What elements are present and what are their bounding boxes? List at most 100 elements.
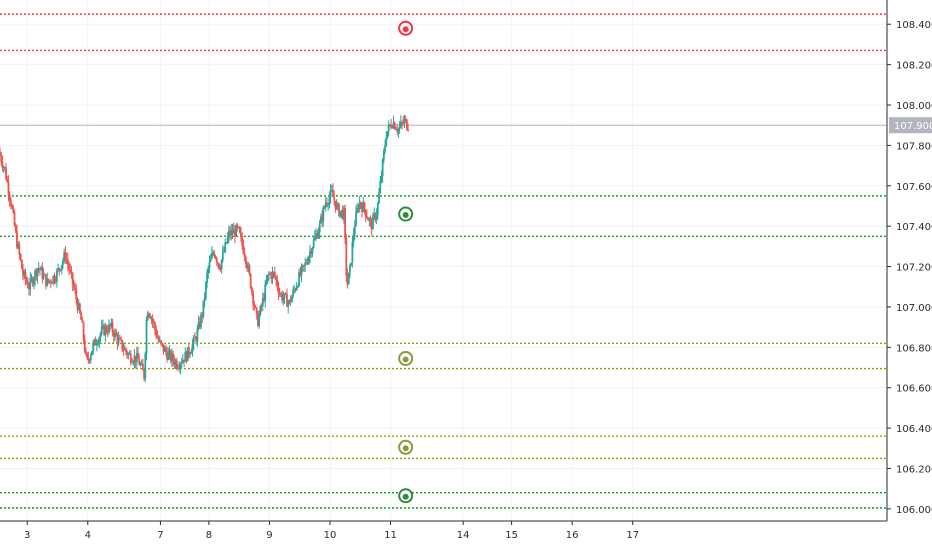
candle-body xyxy=(126,351,129,356)
candle-body xyxy=(340,210,343,212)
candle-body xyxy=(328,197,331,205)
candle-body xyxy=(306,262,309,264)
candle-body xyxy=(295,286,298,290)
candle-body xyxy=(350,262,353,266)
candle-body xyxy=(219,268,222,270)
candle-body xyxy=(16,230,18,248)
candle-body xyxy=(272,272,275,274)
candle-body xyxy=(82,322,85,340)
y-tick-label-6: 107.200 xyxy=(896,263,932,274)
level-marker-dot-2 xyxy=(402,356,409,363)
candle-body xyxy=(29,278,32,290)
candle-body xyxy=(366,216,368,218)
candle-body xyxy=(60,264,63,271)
candle-body xyxy=(98,337,101,344)
candle-body xyxy=(347,272,350,285)
candle-body xyxy=(300,266,303,276)
candle-body xyxy=(376,203,379,215)
candle-body xyxy=(246,263,248,269)
candle-body xyxy=(3,167,6,169)
candle-body xyxy=(45,274,47,286)
candle-body xyxy=(264,284,267,301)
candle-body xyxy=(173,360,176,365)
candle-body xyxy=(152,321,155,324)
candle-body xyxy=(57,267,60,271)
candle-body xyxy=(330,190,333,192)
candle-body xyxy=(162,344,165,352)
candle-body xyxy=(204,282,207,299)
candle-body xyxy=(109,324,112,327)
candle-body xyxy=(395,129,397,131)
candle-body xyxy=(75,290,78,300)
candle-body xyxy=(286,293,288,307)
y-tick-label-7: 107.000 xyxy=(896,303,932,314)
candle-body xyxy=(290,296,293,303)
candle-body xyxy=(25,279,28,283)
candle-body xyxy=(140,363,143,365)
candle-body xyxy=(303,265,305,267)
candle-body xyxy=(128,353,131,355)
candle-body xyxy=(218,263,221,269)
candle-body xyxy=(164,347,167,353)
candle-body xyxy=(202,300,205,317)
candle-body xyxy=(284,293,287,295)
candle-body xyxy=(248,265,251,274)
candle-body xyxy=(364,209,367,217)
candle-body xyxy=(172,353,175,361)
candle-body xyxy=(293,289,296,291)
candle-body xyxy=(77,303,80,310)
candle-body xyxy=(250,288,253,292)
y-tick-label-4: 107.600 xyxy=(896,182,932,193)
candle-body xyxy=(305,262,308,264)
candle-body xyxy=(335,203,338,209)
candle-body xyxy=(52,275,55,283)
x-tick-label-6: 11 xyxy=(384,530,397,541)
candle-body xyxy=(194,337,196,339)
candle-body xyxy=(175,360,178,368)
price-axis[interactable]: 108.400 108.200 108.000 107.800 107.600 107.4… xyxy=(887,20,932,516)
candle-body xyxy=(43,274,46,276)
candle-body xyxy=(358,202,361,210)
candle-body xyxy=(104,326,107,336)
candle-body xyxy=(374,213,377,220)
candle-body xyxy=(106,331,109,333)
candle-body xyxy=(353,226,356,235)
candle-body xyxy=(171,353,173,361)
candle-body xyxy=(7,181,10,195)
candle-body xyxy=(249,273,252,289)
candle-body xyxy=(319,216,322,224)
candle-body xyxy=(85,351,87,354)
candle-body xyxy=(349,265,351,273)
candle-body xyxy=(280,293,282,295)
candle-body xyxy=(197,321,200,330)
candle-body xyxy=(174,360,177,365)
candle-body xyxy=(231,230,234,234)
candle-body xyxy=(167,352,170,360)
candle-body xyxy=(217,262,219,264)
candle-body xyxy=(312,239,315,248)
candle-body xyxy=(289,299,292,303)
candle-body xyxy=(105,326,108,332)
candle-body xyxy=(282,297,285,301)
candle-body xyxy=(375,214,378,220)
candle-body xyxy=(206,273,208,283)
candle-body xyxy=(396,129,399,132)
candle-body xyxy=(309,251,311,257)
candle-body xyxy=(26,282,29,288)
candle-body xyxy=(380,176,383,182)
candle-body xyxy=(189,353,192,355)
candle-body xyxy=(209,258,212,262)
candle-body xyxy=(310,251,313,255)
candle-body xyxy=(132,362,135,364)
candle-body xyxy=(49,280,52,283)
candle-body xyxy=(403,118,406,124)
candle-body xyxy=(361,206,363,212)
candle-body xyxy=(28,287,30,290)
y-tick-label-8: 106.800 xyxy=(896,343,932,354)
time-axis[interactable]: 3 4 7 8 9 10 11 14 15 16 17 xyxy=(24,521,639,541)
candle-body xyxy=(404,118,407,120)
candle-body xyxy=(74,287,76,291)
candle-body xyxy=(58,267,61,270)
candle-body xyxy=(260,305,263,307)
